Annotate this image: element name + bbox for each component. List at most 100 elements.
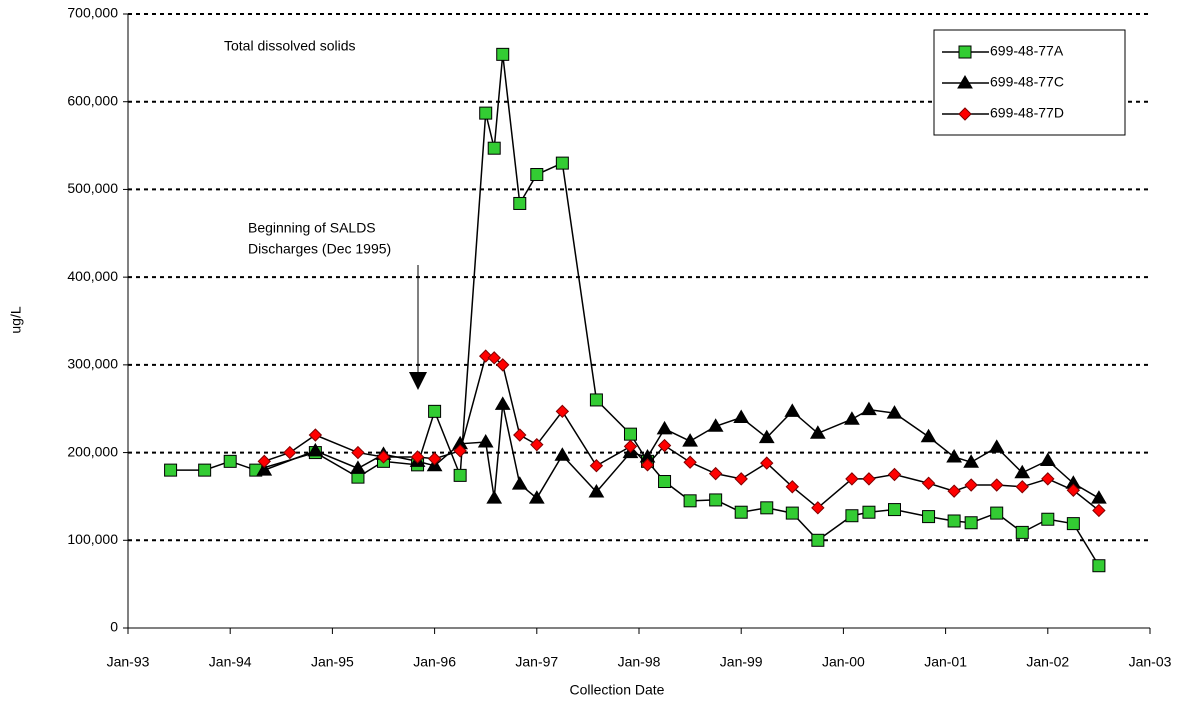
marker (307, 442, 324, 457)
marker (811, 533, 825, 547)
marker (513, 196, 527, 210)
annotation: Discharges (Dec 1995) (248, 241, 391, 257)
marker (862, 505, 876, 519)
y-tick-label: 500,000 (67, 180, 118, 196)
marker (709, 493, 723, 507)
x-tick-label: Jan-95 (311, 654, 354, 670)
marker (946, 448, 962, 463)
marker (1091, 490, 1107, 504)
marker (530, 437, 544, 452)
y-tick-label: 300,000 (67, 356, 118, 372)
marker (734, 505, 748, 519)
x-tick-label: Jan-03 (1129, 654, 1172, 670)
y-tick-label: 100,000 (67, 531, 118, 547)
x-axis-label: Collection Date (570, 682, 665, 698)
marker (964, 478, 978, 492)
marker (887, 467, 902, 482)
marker (656, 420, 673, 435)
marker (1041, 472, 1055, 486)
marker (428, 404, 442, 418)
marker (256, 462, 273, 476)
marker (785, 480, 800, 494)
marker (164, 463, 178, 477)
annotation-arrowhead (409, 372, 427, 390)
marker (734, 472, 748, 486)
marker (496, 47, 510, 61)
y-tick-label: 0 (110, 619, 118, 635)
marker (198, 463, 212, 477)
legend-label: 699-48-77D (990, 105, 1064, 121)
marker (487, 141, 501, 155)
marker (888, 503, 901, 517)
marker (486, 490, 503, 504)
marker (496, 358, 510, 372)
marker (308, 428, 323, 442)
marker (963, 454, 980, 468)
x-tick-label: Jan-97 (515, 654, 558, 670)
marker (257, 454, 271, 469)
marker (845, 472, 859, 486)
y-axis-label: ug/L (8, 306, 24, 333)
marker (957, 75, 973, 89)
marker (351, 445, 365, 460)
marker (589, 459, 604, 473)
marker (947, 484, 961, 498)
marker (760, 501, 774, 515)
marker (487, 351, 501, 365)
marker (554, 447, 571, 461)
marker (682, 433, 698, 447)
marker (350, 460, 366, 474)
marker (410, 450, 425, 464)
marker (479, 106, 493, 120)
marker (657, 438, 672, 453)
marker (844, 411, 860, 425)
marker (453, 444, 467, 458)
marker (1039, 452, 1056, 466)
marker (1015, 480, 1029, 494)
marker (658, 475, 672, 489)
marker (845, 509, 859, 523)
marker (862, 472, 876, 486)
marker (555, 404, 570, 419)
marker (958, 45, 972, 59)
marker (640, 458, 655, 472)
marker (376, 450, 391, 464)
marker (223, 454, 237, 468)
marker (511, 476, 528, 490)
marker (758, 429, 775, 444)
marker (861, 401, 877, 416)
legend-label: 699-48-77A (990, 43, 1064, 59)
y-tick-label: 400,000 (67, 268, 118, 284)
marker (920, 428, 937, 443)
marker (989, 478, 1004, 492)
marker (683, 455, 697, 469)
marker (1092, 559, 1106, 573)
marker (1092, 503, 1106, 518)
legend-label: 699-48-77C (990, 74, 1064, 90)
y-tick-label: 700,000 (67, 5, 118, 21)
marker (733, 409, 750, 423)
marker (623, 427, 637, 441)
marker (708, 466, 723, 481)
marker (707, 418, 724, 432)
y-tick-label: 200,000 (67, 443, 118, 459)
x-tick-label: Jan-93 (107, 654, 150, 670)
marker (760, 456, 774, 470)
marker (922, 510, 936, 524)
marker (958, 107, 972, 121)
x-tick-label: Jan-01 (924, 654, 967, 670)
marker (784, 403, 801, 417)
marker (494, 396, 511, 410)
marker (513, 428, 527, 442)
marker (1015, 525, 1029, 539)
marker (528, 490, 545, 504)
annotation: Total dissolved solids (224, 38, 356, 54)
marker (1014, 464, 1031, 479)
marker (588, 484, 605, 498)
marker (478, 349, 493, 363)
marker (886, 405, 903, 419)
x-tick-label: Jan-96 (413, 654, 456, 670)
marker (530, 168, 544, 182)
marker (555, 156, 569, 170)
